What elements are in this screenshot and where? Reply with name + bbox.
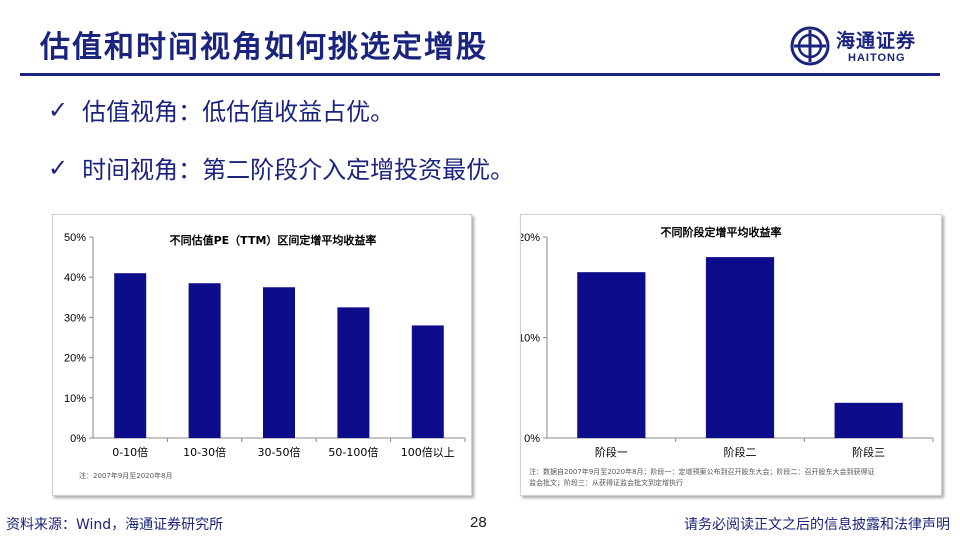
bullet-valuation: ✓ 估值视角：低估值收益占优。 xyxy=(48,92,394,127)
bar xyxy=(834,402,903,438)
page-number: 28 xyxy=(470,514,487,531)
x-tick-label: 100倍以上 xyxy=(401,445,455,459)
haitong-logo-icon xyxy=(790,26,830,66)
y-tick-label: 30% xyxy=(64,312,86,324)
x-tick-label: 阶段二 xyxy=(724,445,757,459)
pe-return-chart-svg: 不同估值PE（TTM）区间定增平均收益率 0% 10% 20% 30% 40% 50% 0-1… xyxy=(64,232,466,459)
bar xyxy=(577,272,646,438)
y-tick-label: 0% xyxy=(524,433,540,445)
title-divider xyxy=(20,73,940,76)
y-tick-label: 20% xyxy=(521,232,540,244)
checkmark-icon: ✓ xyxy=(48,95,69,124)
checkmark-icon: ✓ xyxy=(48,153,69,182)
y-tick-label: 0% xyxy=(70,433,86,445)
pe-return-chart: 不同估值PE（TTM）区间定增平均收益率 0% 10% 20% 30% 40% 50% 0-1… xyxy=(52,214,472,496)
y-tick-label: 50% xyxy=(64,232,86,244)
bullet-text: 估值视角：低估值收益占优。 xyxy=(82,98,395,126)
x-tick-label: 30-50倍 xyxy=(258,445,301,459)
chart-note: 注：2007年9月至2020年8月 xyxy=(79,472,173,480)
source-note: 资料来源：Wind，海通证券研究所 xyxy=(6,517,224,533)
logo-english-name: HAITONG xyxy=(848,52,906,64)
bullet-timing: ✓ 时间视角：第二阶段介入定增投资最优。 xyxy=(48,150,514,185)
y-tick-label: 40% xyxy=(64,272,86,284)
bar xyxy=(705,257,775,438)
logo-chinese-name: 海通证券 xyxy=(836,30,917,52)
bullet-text: 时间视角：第二阶段介入定增投资最优。 xyxy=(82,156,515,184)
page-title: 估值和时间视角如何挑选定增股 xyxy=(40,30,488,65)
chart-note-line: 监会批文；阶段三：从获得证监会批文到定增执行 xyxy=(529,479,683,487)
y-tick-label: 10% xyxy=(521,333,540,345)
disclaimer-link[interactable]: 请务必阅读正文之后的信息披露和法律声明 xyxy=(684,517,950,533)
bar xyxy=(263,287,295,438)
chart-title: 不同阶段定增平均收益率 xyxy=(661,225,782,239)
y-tick-label: 20% xyxy=(64,353,86,365)
chart-title: 不同估值PE（TTM）区间定增平均收益率 xyxy=(170,233,377,247)
stage-return-chart-svg: 不同阶段定增平均收益率 0% 10% 20% 阶段一 阶段二 阶段三 xyxy=(521,225,934,459)
x-tick-label: 阶段一 xyxy=(595,445,628,459)
stage-return-chart: 不同阶段定增平均收益率 0% 10% 20% 阶段一 阶段二 阶段三 注：数据自2007年9… xyxy=(520,214,942,496)
bar xyxy=(337,307,370,438)
x-tick-label: 0-10倍 xyxy=(112,445,148,459)
x-tick-label: 10-30倍 xyxy=(183,445,226,459)
x-tick-label: 50-100倍 xyxy=(328,445,378,459)
bar xyxy=(114,273,147,438)
x-tick-label: 阶段三 xyxy=(852,445,885,459)
chart-note-line: 注：数据自2007年9月至2020年8月；阶段一：定增预案公布到召开股东大会；阶… xyxy=(529,468,875,476)
y-tick-label: 10% xyxy=(64,393,86,405)
company-logo: 海通证券 HAITONG xyxy=(790,24,940,68)
bar xyxy=(411,325,444,438)
bar xyxy=(188,283,221,438)
